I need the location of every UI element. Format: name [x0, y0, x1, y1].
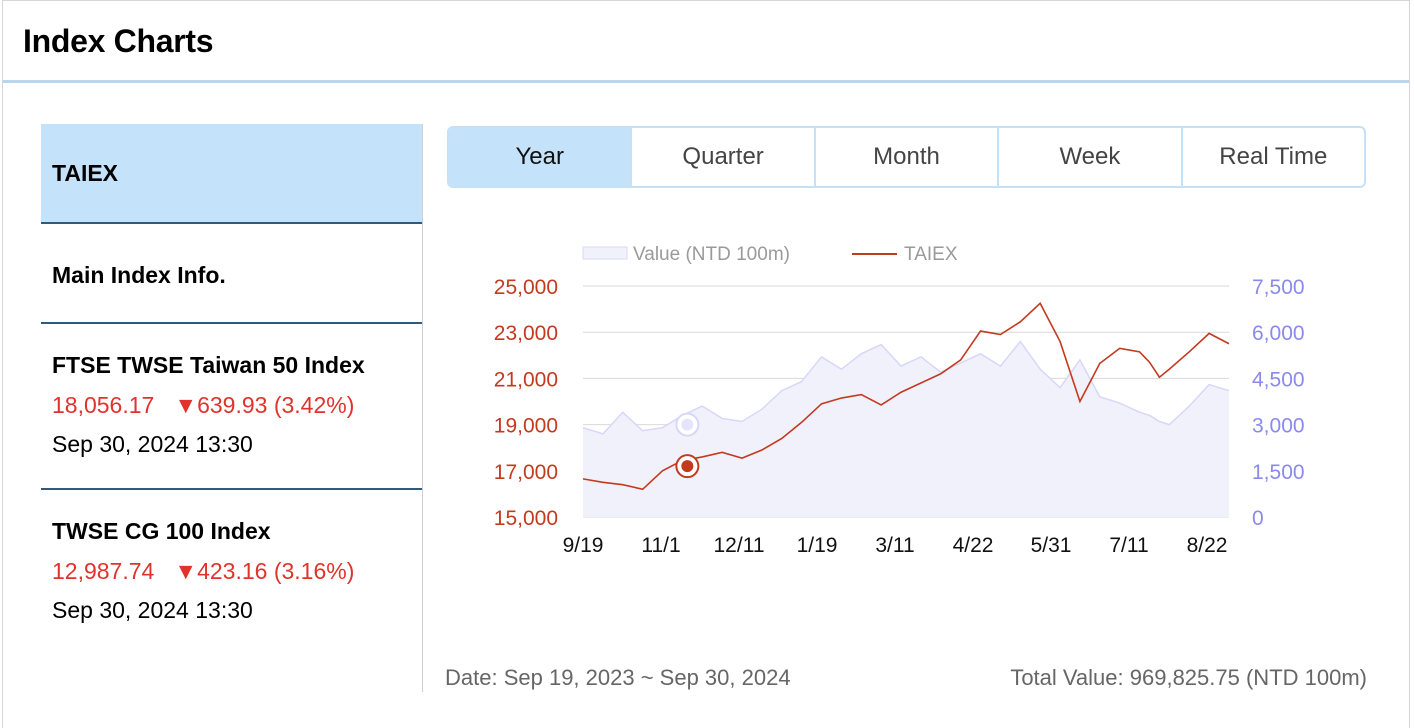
period-tabs: Year Quarter Month Week Real Time	[447, 126, 1366, 188]
x-axis-tick-label: 3/11	[875, 534, 914, 557]
left-axis-tick-label: 25,000	[494, 276, 558, 299]
index-chart: 15,000 17,000 19,000 21,000 23,000 25,000 0 1,5…	[447, 230, 1367, 570]
index-chart-svg: 15,000 17,000 19,000 21,000 23,000 25,000 0 1,5…	[494, 244, 1305, 557]
value-marker	[681, 418, 694, 431]
value-line	[582, 340, 1230, 435]
taiex-marker	[681, 460, 694, 473]
x-axis-tick-label: 1/19	[797, 534, 838, 557]
right-axis-tick-label: 0	[1252, 507, 1264, 530]
panel-header: Index Charts	[3, 1, 1409, 83]
tab-week[interactable]: Week	[999, 128, 1183, 186]
left-axis-tick-label: 21,000	[494, 368, 558, 391]
x-axis-tick-label: 7/11	[1109, 534, 1148, 557]
tab-real-time[interactable]: Real Time	[1219, 143, 1328, 170]
left-axis-tick-label: 23,000	[494, 322, 558, 345]
x-axis-tick-label: 8/22	[1187, 534, 1228, 557]
legend-taiex-label: TAIEX	[904, 244, 958, 265]
x-axis-tick-label: 9/19	[563, 534, 604, 557]
index-change: ▼423.16 (3.16%)	[174, 558, 355, 584]
right-axis-tick-label: 3,000	[1252, 415, 1305, 438]
total-value: Total Value: 969,825.75 (NTD 100m)	[1010, 665, 1367, 690]
sidebar-item-twse-cg-100[interactable]: TWSE CG 100 Index 12,987.74 ▼423.16 (3.16…	[41, 490, 422, 660]
sidebar-item-ftse-twse-taiwan-50[interactable]: FTSE TWSE Taiwan 50 Index 18,056.17 ▼639.…	[41, 324, 422, 490]
right-axis-tick-label: 6,000	[1252, 322, 1305, 345]
legend-value-swatch	[582, 246, 628, 260]
x-axis-tick-label: 5/31	[1031, 534, 1072, 557]
sidebar-item-label: Main Index Info.	[52, 262, 226, 288]
index-timestamp: Sep 30, 2024 13:30	[52, 597, 253, 623]
index-timestamp: Sep 30, 2024 13:30	[52, 431, 253, 457]
right-axis-tick-label: 4,500	[1252, 368, 1305, 391]
index-change: ▼639.93 (3.42%)	[174, 392, 355, 418]
x-axis-tick-label: 4/22	[953, 534, 994, 557]
left-axis-tick-label: 15,000	[494, 507, 558, 530]
left-axis-tick-label: 19,000	[494, 415, 558, 438]
tab-month[interactable]: Month	[816, 128, 1000, 186]
right-axis-tick-label: 7,500	[1252, 276, 1305, 299]
index-sidebar: TAIEX Main Index Info. FTSE TWSE Taiwan …	[41, 124, 423, 692]
tab-year[interactable]: Year	[449, 128, 633, 186]
x-axis-tick-label: 11/1	[641, 534, 680, 557]
sidebar-item-taiex[interactable]: TAIEX	[41, 124, 422, 224]
right-axis-tick-label: 1,500	[1252, 461, 1305, 484]
tab-quarter[interactable]: Quarter	[632, 128, 816, 186]
date-range: Date: Sep 19, 2023 ~ Sep 30, 2024	[445, 665, 791, 690]
x-axis-tick-label: 12/11	[714, 534, 765, 557]
index-value: 18,056.17	[52, 392, 155, 418]
sidebar-item-label: TWSE CG 100 Index	[52, 518, 271, 544]
sidebar-item-label: FTSE TWSE Taiwan 50 Index	[52, 352, 365, 378]
index-value: 12,987.74	[52, 558, 155, 584]
legend-value-label: Value (NTD 100m)	[633, 244, 790, 265]
index-quote: 12,987.74 ▼423.16 (3.16%)	[52, 558, 354, 585]
sidebar-item-label: TAIEX	[52, 160, 119, 186]
left-axis-tick-label: 17,000	[494, 461, 558, 484]
value-area	[583, 341, 1229, 517]
sidebar-item-main-index-info[interactable]: Main Index Info.	[41, 224, 422, 324]
page-title: Index Charts	[23, 23, 214, 59]
index-quote: 18,056.17 ▼639.93 (3.42%)	[52, 392, 354, 419]
